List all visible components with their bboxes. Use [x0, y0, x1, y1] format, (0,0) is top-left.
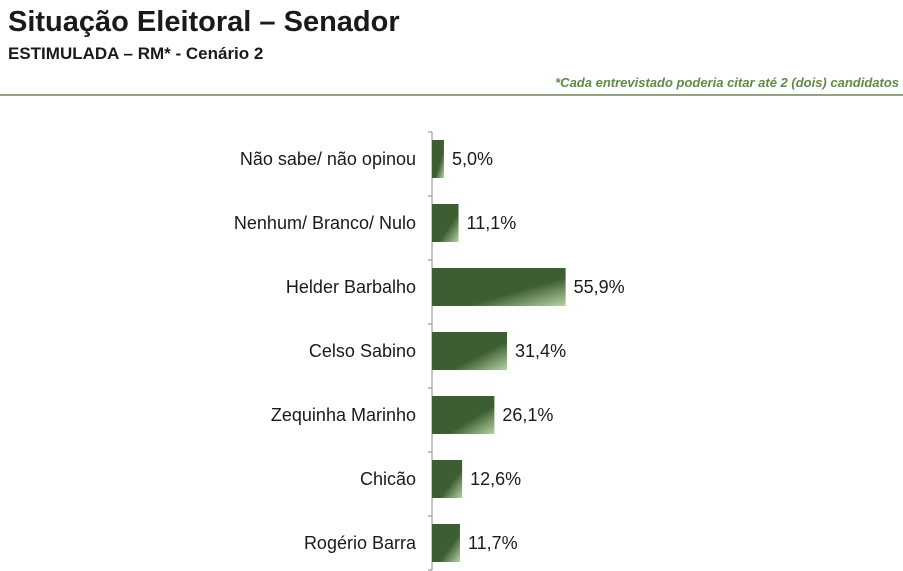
category-label: Rogério Barra	[304, 533, 417, 553]
data-label: 11,7%	[468, 533, 518, 553]
category-label: Nenhum/ Branco/ Nulo	[234, 213, 416, 233]
y-axis-ticks	[428, 131, 432, 571]
category-label: Helder Barbalho	[286, 277, 416, 297]
category-label: Não sabe/ não opinou	[240, 149, 416, 169]
data-label: 11,1%	[467, 213, 517, 233]
bar	[432, 140, 444, 178]
bar	[432, 524, 460, 562]
page-subtitle: ESTIMULADA – RM* - Cenário 2	[8, 44, 264, 63]
bar-series: Não sabe/ não opinou 5,0% Nenhum/ Branco/ …	[234, 140, 625, 562]
bar	[432, 332, 508, 370]
bar	[432, 460, 463, 498]
bar	[432, 396, 495, 434]
data-label: 26,1%	[502, 405, 553, 425]
category-label: Chicão	[360, 469, 416, 489]
bar	[432, 204, 459, 242]
page-title: Situação Eleitoral – Senador	[8, 6, 400, 38]
data-label: 5,0%	[452, 149, 493, 169]
category-label: Zequinha Marinho	[271, 405, 416, 425]
footnote: *Cada entrevistado poderia citar até 2 (…	[555, 75, 899, 90]
bar	[432, 268, 566, 306]
data-label: 55,9%	[574, 277, 625, 297]
header-divider	[0, 94, 903, 96]
data-label: 12,6%	[470, 469, 521, 489]
category-label: Celso Sabino	[309, 341, 416, 361]
data-label: 31,4%	[515, 341, 566, 361]
